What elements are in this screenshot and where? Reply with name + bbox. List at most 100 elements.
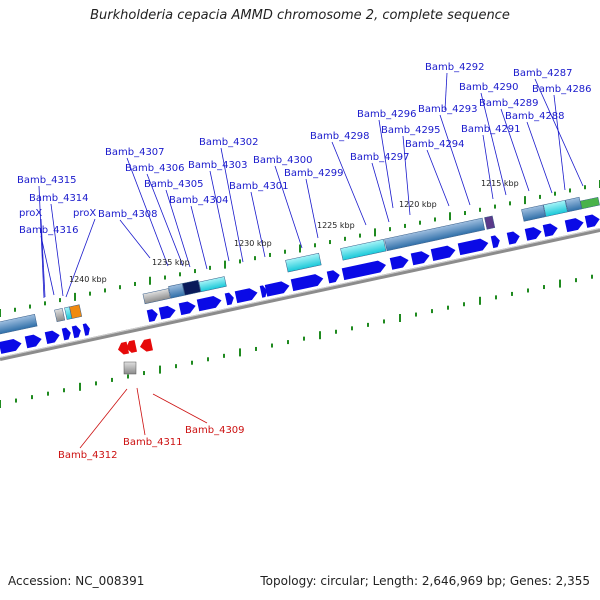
feature-block [182, 279, 201, 296]
forward-gene-arrow [410, 251, 430, 266]
gene-label-leader [250, 191, 266, 258]
forward-gene-arrow [24, 334, 42, 349]
forward-gene-label: Bamb_4308 [98, 209, 158, 220]
feature-block [580, 196, 600, 210]
scale-tick-label: 1220 kbp [399, 200, 437, 209]
forward-gene-arrow [61, 327, 71, 341]
scale-tick-label: 1215 kbp [481, 179, 519, 188]
scale-tick-label: 1240 kbp [69, 275, 107, 284]
feature-block [384, 217, 486, 252]
forward-gene-arrow [146, 309, 158, 323]
reverse-gene-arrow [140, 338, 153, 352]
forward-gene-label: proX [19, 208, 42, 219]
gene-label-leader [482, 134, 494, 200]
gene-label-leader [331, 141, 367, 226]
gene-label-leader [65, 218, 96, 298]
forward-gene-arrow [0, 338, 22, 354]
feature-block [565, 196, 582, 213]
topology-summary: Topology: circular; Length: 2,646,969 bp… [260, 574, 590, 588]
forward-gene-label: Bamb_4290 [459, 82, 519, 93]
forward-gene-arrow [457, 238, 489, 256]
forward-gene-label: Bamb_4304 [169, 195, 229, 206]
forward-gene-arrow [490, 235, 500, 249]
forward-gene-arrow [290, 274, 324, 292]
feature-block [340, 238, 387, 261]
gene-label-leader [136, 387, 146, 436]
feature-block [521, 204, 546, 222]
forward-gene-label: Bamb_4294 [405, 139, 465, 150]
upper-tick-row [0, 180, 600, 317]
forward-gene-arrow [196, 295, 222, 312]
gene-label-leader [305, 178, 319, 239]
gene-label-leader [444, 72, 448, 111]
forward-gene-arrow [44, 330, 60, 344]
forward-gene-arrow [158, 305, 176, 320]
gene-label-leader [371, 162, 390, 223]
feature-block [69, 304, 83, 319]
forward-gene-label: Bamb_4298 [310, 131, 370, 142]
gene-label-leader [146, 173, 184, 267]
backbone-highlight [0, 228, 600, 358]
gene-label-leader [426, 149, 450, 207]
forward-gene-label: Bamb_4295 [381, 125, 441, 136]
forward-gene-arrow [178, 301, 196, 316]
gene-label-leader [480, 92, 507, 196]
forward-gene-label: Bamb_4286 [532, 84, 592, 95]
forward-gene-label: Bamb_4297 [350, 152, 410, 163]
forward-gene-label: Bamb_4296 [357, 109, 417, 120]
gene-label-leader [274, 165, 303, 249]
feature-block [285, 252, 322, 273]
gene-label-leader [190, 205, 208, 270]
forward-gene-arrow [542, 223, 558, 237]
gene-label-leader [378, 119, 394, 209]
scale-tick-label: 1230 kbp [234, 239, 272, 248]
forward-gene-arrow [264, 281, 290, 297]
forward-gene-arrow [71, 325, 81, 339]
gene-label-leader [152, 393, 208, 424]
feature-block [0, 313, 38, 335]
forward-gene-label: Bamb_4288 [505, 111, 565, 122]
scale-tick-label: 1235 kbp [152, 258, 190, 267]
forward-gene-label: Bamb_4300 [253, 155, 313, 166]
forward-gene-arrow [326, 270, 340, 284]
forward-gene-label: Bamb_4301 [229, 181, 289, 192]
feature-block [543, 199, 568, 217]
sequence-backbone [0, 228, 600, 361]
forward-gene-label: Bamb_4303 [188, 160, 248, 171]
feature-block [198, 276, 227, 293]
gene-label-leader [526, 121, 553, 194]
gene-label-leader [402, 135, 411, 216]
gene-label-leader [119, 219, 151, 259]
forward-gene-label: Bamb_4293 [418, 104, 478, 115]
forward-gene-label: Bamb_4306 [125, 163, 185, 174]
forward-gene-label: Bamb_4314 [29, 193, 89, 204]
gene-label-leader [38, 185, 45, 299]
gene-label-leader [220, 147, 244, 263]
accession-text: Accession: NC_008391 [8, 574, 145, 588]
gene-label-leader [126, 157, 169, 267]
reverse-gene-label: Bamb_4312 [58, 450, 118, 461]
forward-gene-arrow [564, 218, 584, 233]
forward-gene-label: Bamb_4315 [17, 175, 77, 186]
reverse-gene-arrow [126, 339, 138, 353]
reverse-gene-arrow [118, 341, 130, 355]
forward-gene-label: Bamb_4289 [479, 98, 539, 109]
forward-gene-arrow [430, 245, 456, 261]
gene-label-leader [40, 235, 55, 296]
gene-label-leader [534, 78, 584, 187]
feature-block [54, 308, 66, 323]
gene-label-leader [79, 388, 128, 449]
scale-tick-label: 1225 kbp [317, 221, 355, 230]
forward-gene-label: Bamb_4302 [199, 137, 259, 148]
gene-label-leader [40, 218, 46, 298]
forward-gene-label: Bamb_4287 [513, 68, 573, 79]
forward-gene-label: Bamb_4292 [425, 62, 485, 73]
reverse-feature-block [123, 361, 137, 375]
feature-block [484, 215, 496, 230]
forward-gene-arrow [506, 231, 520, 245]
gene-label-leader [50, 203, 64, 297]
gene-label-leader [209, 170, 230, 262]
feature-block [142, 288, 171, 305]
